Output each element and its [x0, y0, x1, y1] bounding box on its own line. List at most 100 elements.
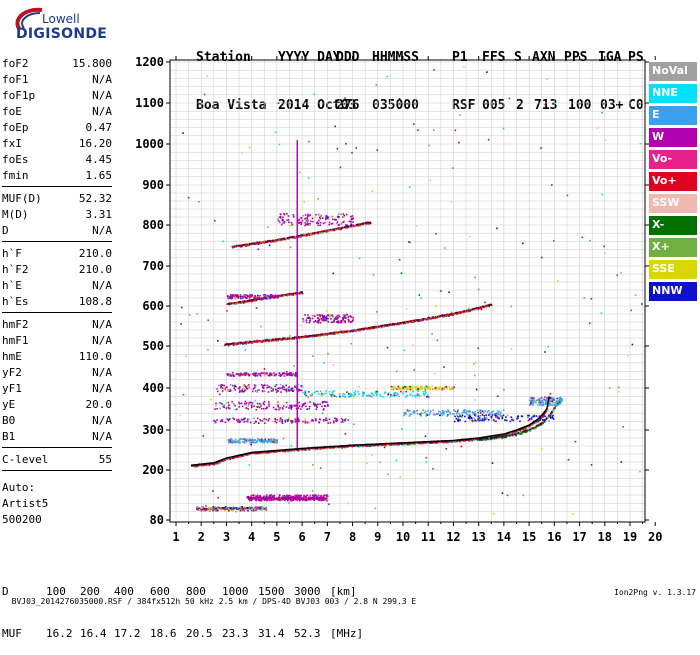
band-echo-dot	[244, 418, 246, 420]
band-echo-dot	[221, 403, 223, 405]
band-echo-dot	[498, 412, 500, 414]
band-echo-dot	[260, 419, 262, 421]
band-echo-dot	[484, 415, 486, 417]
band-echo-dot	[431, 386, 433, 388]
band-echo-dot	[244, 421, 246, 423]
es-echo-dot	[267, 497, 269, 499]
echo-dot	[302, 293, 304, 295]
band-echo-dot	[402, 387, 404, 389]
band-echo-dot	[538, 402, 540, 404]
band-echo-dot	[288, 389, 290, 391]
band-echo-dot	[263, 385, 265, 387]
band-echo-dot	[444, 386, 446, 388]
band-echo-dot	[462, 412, 464, 414]
band-echo-dot	[246, 402, 248, 404]
band-echo-dot	[259, 403, 261, 405]
band-echo-dot	[276, 422, 278, 424]
band-echo-dot	[461, 416, 463, 418]
band-echo-dot	[321, 394, 323, 396]
es-echo-dot	[291, 496, 293, 498]
band-echo-dot	[494, 414, 496, 416]
es-echo-dot	[282, 495, 284, 497]
band-echo-dot	[323, 408, 325, 410]
band-echo-dot	[552, 417, 554, 419]
es-echo-dot	[199, 509, 201, 511]
band-echo-dot	[263, 372, 265, 374]
band-echo-dot	[280, 417, 282, 419]
band-echo-dot	[214, 422, 216, 424]
es-echo-dot	[201, 507, 203, 509]
band-echo-dot	[264, 422, 266, 424]
band-echo-dot	[219, 402, 221, 404]
es-echo-dot	[290, 495, 292, 497]
band-echo-dot	[292, 421, 294, 423]
band-echo-dot	[339, 393, 341, 395]
band-echo-dot	[357, 391, 359, 393]
es-echo-dot	[285, 496, 287, 498]
band-echo-dot	[479, 417, 481, 419]
band-echo-dot	[279, 373, 281, 375]
band-echo-dot	[221, 419, 223, 421]
es-echo-dot	[297, 498, 299, 500]
echo-dot	[530, 430, 532, 432]
band-echo-dot	[282, 422, 284, 424]
band-echo-dot	[246, 387, 248, 389]
band-echo-dot	[304, 422, 306, 424]
es-echo-dot	[318, 499, 320, 501]
band-echo-dot	[497, 413, 499, 415]
band-echo-dot	[481, 420, 483, 422]
band-echo-dot	[488, 414, 490, 416]
band-echo-dot	[398, 388, 400, 390]
band-echo-dot	[321, 406, 323, 408]
es-echo-dot	[288, 499, 290, 501]
band-echo-dot	[409, 415, 411, 417]
band-echo-dot	[422, 409, 424, 411]
band-echo-dot	[214, 408, 216, 410]
band-echo-dot	[426, 396, 428, 398]
band-echo-dot	[245, 401, 247, 403]
es-echo-dot	[315, 498, 317, 500]
band-echo-dot	[233, 418, 235, 420]
es-echo-dot	[261, 509, 263, 511]
band-echo-dot	[454, 416, 456, 418]
es-echo-dot	[262, 498, 264, 500]
band-echo-dot	[554, 404, 556, 406]
band-echo-dot	[239, 386, 241, 388]
band-echo-dot	[376, 394, 378, 396]
band-echo-dot	[423, 391, 425, 393]
band-echo-dot	[459, 419, 461, 421]
band-echo-dot	[384, 391, 386, 393]
echo-dot	[314, 449, 316, 451]
band-echo-dot	[538, 420, 540, 422]
band-echo-dot	[407, 409, 409, 411]
band-echo-dot	[403, 389, 405, 391]
band-echo-dot	[281, 420, 283, 422]
band-echo-dot	[488, 419, 490, 421]
band-echo-dot	[248, 405, 250, 407]
band-echo-dot	[235, 389, 237, 391]
band-echo-dot	[468, 417, 470, 419]
band-echo-dot	[225, 422, 227, 424]
band-echo-dot	[224, 385, 226, 387]
band-echo-dot	[221, 384, 223, 386]
band-echo-dot	[418, 391, 420, 393]
es-echo-dot	[286, 498, 288, 500]
es-echo-dot	[306, 497, 308, 499]
band-echo-dot	[228, 374, 230, 376]
band-echo-dot	[409, 386, 411, 388]
band-echo-dot	[325, 390, 327, 392]
band-echo-dot	[253, 421, 255, 423]
band-echo-dot	[419, 388, 421, 390]
band-echo-dot	[346, 391, 348, 393]
band-echo-dot	[313, 402, 315, 404]
es-echo-dot	[212, 510, 214, 512]
band-echo-dot	[230, 384, 232, 386]
band-echo-dot	[486, 417, 488, 419]
band-echo-dot	[285, 421, 287, 423]
es-echo-dot	[249, 500, 251, 502]
band-echo-dot	[279, 407, 281, 409]
band-echo-dot	[284, 375, 286, 377]
band-echo-dot	[439, 386, 441, 388]
band-echo-dot	[476, 415, 478, 417]
es-echo-dot	[263, 496, 265, 498]
